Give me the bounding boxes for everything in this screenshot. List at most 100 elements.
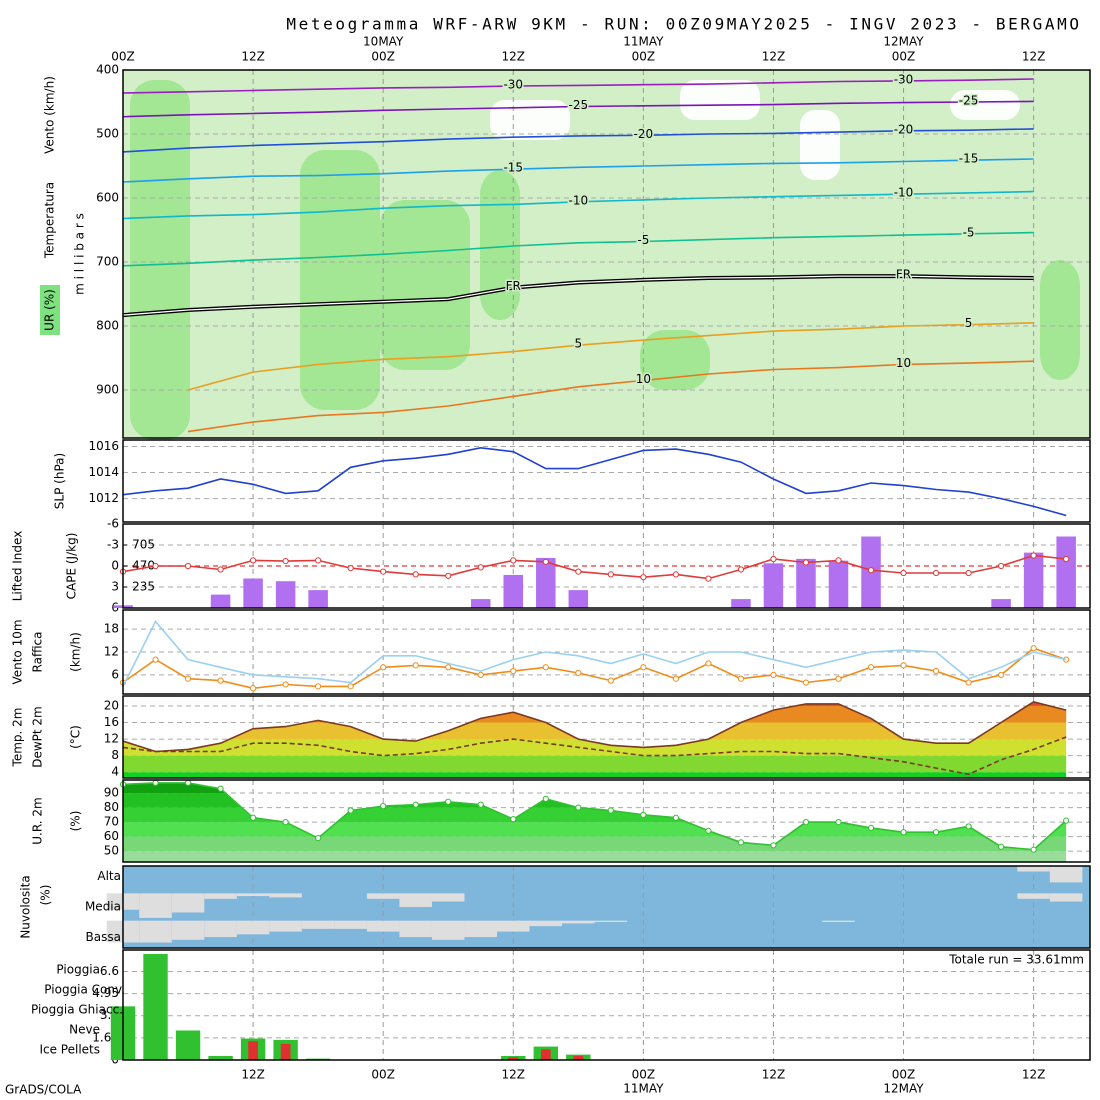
footer: GrADS/COLA	[5, 1083, 82, 1097]
area-band	[123, 739, 1067, 756]
y-tick-label: 70	[104, 815, 119, 829]
y-tick-label: 1012	[88, 491, 119, 505]
series-marker	[542, 664, 549, 671]
panel-frame	[122, 69, 1091, 439]
series-marker	[477, 671, 484, 679]
cloud-level-label: Bassa	[86, 930, 121, 944]
series-line	[122, 78, 1034, 94]
series-marker	[152, 656, 159, 663]
precip-bar	[175, 1030, 201, 1060]
y-tick-label: -3	[107, 538, 119, 552]
label-swatch	[40, 285, 60, 335]
cape-bar	[1056, 536, 1076, 608]
cape-bar	[796, 558, 816, 608]
series-line	[122, 100, 1034, 118]
isotherm-label: -25	[569, 98, 589, 112]
series-marker	[640, 811, 647, 818]
series-line	[122, 446, 1067, 517]
series-marker	[249, 685, 257, 692]
y-tick-label: 50	[104, 844, 119, 858]
series-marker	[445, 664, 452, 671]
y-tick-label: 16	[104, 715, 119, 729]
cape-bar	[828, 560, 849, 608]
precip-bar	[208, 1055, 233, 1060]
x-tick-label: 00Z	[892, 50, 916, 64]
cloud-cover	[1049, 893, 1083, 902]
cape-bar	[991, 599, 1011, 608]
y-tick-label: 1014	[88, 465, 119, 479]
cloud-cover	[204, 893, 237, 899]
cloud-cover	[399, 893, 432, 907]
cloud-cover	[171, 893, 205, 913]
series-line	[122, 736, 1067, 776]
legend-entry: Pioggia Conv.	[44, 983, 125, 997]
series-marker	[607, 571, 614, 578]
y-tick-label: 1016	[88, 439, 119, 453]
series-marker	[770, 671, 777, 679]
series-marker	[737, 675, 745, 682]
x-tick-label: 00Z	[632, 50, 656, 64]
cloud-cover	[529, 920, 563, 927]
x-tick-label: 12Z	[502, 50, 526, 64]
y-axis-unit: (%)	[39, 885, 53, 906]
x-tick-label: 00Z	[371, 50, 395, 64]
series-line	[122, 782, 1067, 851]
series-marker	[510, 557, 517, 564]
panel-background	[123, 440, 1090, 522]
y-tick-label: 8	[111, 748, 119, 762]
series-marker	[282, 681, 289, 688]
series-marker	[282, 818, 289, 826]
date-label: 10MAY	[363, 35, 404, 49]
series-marker	[184, 779, 192, 787]
y-tick-label: 800	[96, 319, 119, 333]
series-marker	[965, 679, 972, 686]
isotherm-label: -30	[503, 78, 523, 92]
series-marker	[672, 814, 679, 821]
series-marker	[835, 818, 842, 826]
series-marker	[932, 829, 940, 836]
panel-frame	[122, 695, 1091, 779]
y-tick-label: 4	[111, 765, 119, 779]
x-tick-label: 12Z	[241, 1068, 265, 1082]
isotherm-label: -20	[634, 127, 654, 141]
legend-entry: CAPE (J/kg)	[65, 533, 79, 600]
y-tick-label: 6.6	[100, 964, 119, 978]
isotherm-label: -20	[894, 122, 914, 136]
panel-frame	[122, 949, 1091, 1061]
y-tick-label: 600	[96, 191, 119, 205]
cloud-cover	[431, 893, 465, 902]
date-label: 11MAY	[623, 1082, 664, 1096]
chart-title: Meteogramma WRF-ARW 9KM - RUN: 00Z09MAY2…	[286, 15, 1081, 34]
series-marker	[1030, 645, 1037, 652]
x-tick-label: 00Z	[371, 1068, 395, 1082]
series-marker	[737, 566, 745, 573]
series-marker	[282, 558, 289, 565]
y-tick-label: -6	[107, 517, 119, 531]
legend-entry: Temp. 2m	[11, 708, 25, 768]
precip-bar	[573, 1055, 584, 1060]
precip-bar	[508, 1057, 519, 1060]
series-marker	[380, 803, 387, 810]
cloud-cover	[1049, 866, 1083, 883]
isotherm-label: -15	[959, 152, 979, 166]
series-marker	[575, 669, 582, 677]
cape-bar	[308, 590, 328, 608]
panel-background	[123, 866, 1090, 948]
series-line	[187, 360, 1034, 433]
area-band	[123, 851, 1067, 862]
panel-frame	[122, 609, 1091, 695]
cloud-cover	[139, 893, 172, 918]
y-axis-label: Nuvolosita	[19, 875, 33, 938]
y-tick-label: 900	[96, 383, 119, 397]
series-marker	[737, 839, 745, 846]
series-marker	[315, 834, 322, 842]
legend-entry: Vento 10m	[11, 619, 25, 684]
series-marker	[998, 671, 1005, 679]
y-axis-label: m i l l i b a r s	[73, 213, 87, 295]
series-marker	[217, 566, 224, 573]
legend-entry: SLP (hPa)	[53, 453, 67, 509]
series-marker	[640, 664, 647, 671]
isotherm-label: -5	[637, 233, 649, 247]
cape-bar	[731, 599, 751, 608]
series-marker	[347, 565, 354, 572]
